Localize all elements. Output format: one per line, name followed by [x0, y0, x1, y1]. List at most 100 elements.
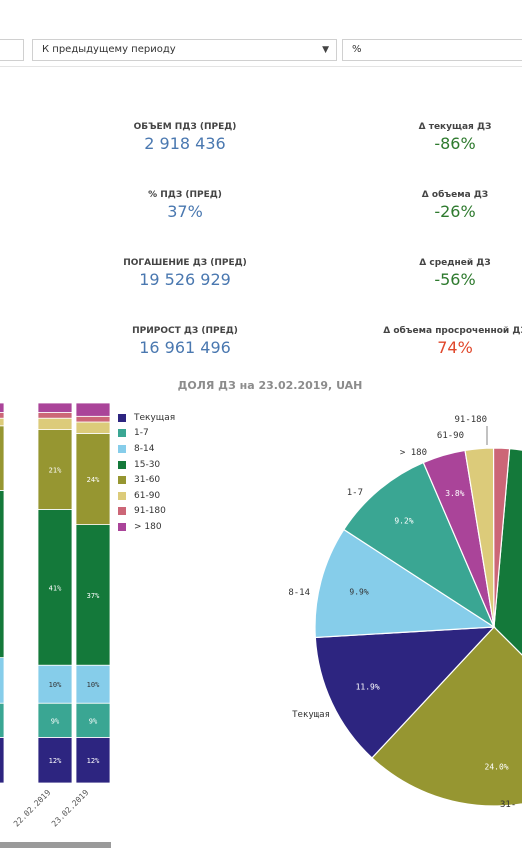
legend-swatch — [118, 507, 126, 516]
pie-data-label: 9.2% — [394, 516, 413, 525]
bar-data-label: 41% — [49, 584, 62, 592]
pie-outer-label: 31- — [500, 800, 516, 810]
divider — [0, 66, 522, 67]
pie-data-label: 3.8% — [445, 489, 464, 498]
legend-item[interactable]: 8-14 — [118, 441, 175, 457]
delta-value: -26% — [434, 202, 476, 221]
horizontal-scrollbar[interactable] — [0, 842, 111, 848]
kpi-value: 16 961 496 — [139, 338, 231, 357]
legend-swatch — [118, 413, 126, 422]
legend-swatch — [118, 429, 126, 438]
bar-data-label: 12% — [87, 757, 100, 765]
kpi-value: 19 526 929 — [139, 270, 231, 289]
legend-label: 1-7 — [134, 428, 149, 439]
kpi-growth[interactable]: ПРИРОСТ ДЗ (ПРЕД) 16 961 496 — [90, 326, 280, 357]
bar-segment[interactable] — [75, 664, 111, 704]
kpi-label: ПРИРОСТ ДЗ (ПРЕД) — [132, 326, 238, 336]
delta-overdue[interactable]: Δ объема просроченной ДЗ 74% — [375, 326, 522, 357]
kpi-percent[interactable]: % ПДЗ (ПРЕД) 37% — [90, 190, 280, 221]
chart-legend[interactable]: Текущая 1-7 8-14 15-30 31-60 61-90 91-18… — [118, 410, 175, 535]
legend-label: 61-90 — [134, 490, 161, 501]
dropdown-arrow-icon[interactable]: ▼ — [322, 45, 329, 55]
bar-segment[interactable] — [75, 524, 111, 666]
delta-label: Δ объема ДЗ — [421, 190, 489, 200]
pie-slice[interactable] — [343, 461, 496, 629]
pie-slice[interactable] — [492, 447, 511, 628]
period-dropdown-value: К предыдущему периоду — [42, 44, 176, 55]
bar-data-label: 12% — [49, 757, 62, 765]
bar-segment[interactable] — [75, 736, 111, 784]
legend-swatch — [118, 522, 126, 531]
bar-segment[interactable] — [37, 429, 73, 510]
legend-label: Текущая — [134, 412, 176, 423]
bar-segment[interactable] — [0, 702, 5, 738]
delta-label: Δ объема просроченной ДЗ — [383, 326, 522, 336]
pie-outer-label: Текущая — [292, 710, 330, 720]
pie-data-label: 11.9% — [356, 682, 380, 691]
bar-segment[interactable] — [75, 433, 111, 525]
delta-value: 74% — [437, 338, 473, 357]
pie-outer-label: 91-180 — [454, 415, 487, 425]
legend-label: 15-30 — [134, 459, 161, 470]
bar-segment[interactable] — [0, 417, 5, 427]
bar-segment[interactable] — [37, 664, 73, 704]
legend-item[interactable]: 91-180 — [118, 504, 175, 520]
delta-label: Δ средней ДЗ — [419, 258, 491, 268]
stacked-bar-chart[interactable]: 12%9%12%44%17%.201912%9%10%41%21%22.02.2… — [0, 395, 115, 850]
bar-segment[interactable] — [37, 402, 73, 413]
legend-swatch — [118, 491, 126, 500]
legend-label: 31-60 — [134, 475, 161, 486]
legend-item[interactable]: 31-60 — [118, 472, 175, 488]
legend-item[interactable]: Текущая — [118, 410, 175, 426]
unit-dropdown[interactable]: % — [342, 39, 522, 61]
legend-item[interactable]: 15-30 — [118, 457, 175, 473]
bar-segment[interactable] — [0, 412, 5, 419]
pie-data-label: 9.9% — [349, 587, 368, 596]
kpi-volume[interactable]: ОБЪЕМ ПДЗ (ПРЕД) 2 918 436 — [90, 122, 280, 153]
bar-segment[interactable] — [0, 657, 5, 704]
filter-dropdown-left[interactable] — [0, 39, 24, 61]
kpi-label: % ПДЗ (ПРЕД) — [148, 190, 222, 200]
pie-outer-label: > 180 — [400, 448, 427, 458]
delta-value: -56% — [434, 270, 476, 289]
pie-chart-title: ДОЛЯ ДЗ на 23.02.2019, UAH — [177, 379, 363, 392]
kpi-label: ОБЪЕМ ПДЗ (ПРЕД) — [133, 122, 237, 132]
kpi-value: 37% — [167, 202, 203, 221]
bar-segment[interactable] — [0, 490, 5, 658]
pie-data-label: 24.0% — [485, 763, 509, 772]
legend-item[interactable]: 61-90 — [118, 488, 175, 504]
pie-outer-label: 1-7 — [347, 488, 363, 498]
bar-data-label: 10% — [49, 681, 62, 689]
legend-swatch — [118, 476, 126, 485]
pie-outer-label: 61-90 — [437, 431, 464, 441]
kpi-value: 2 918 436 — [144, 134, 226, 153]
bar-data-label: 37% — [87, 592, 100, 600]
pie-slice[interactable] — [493, 448, 522, 754]
delta-label: Δ текущая ДЗ — [418, 122, 492, 132]
bar-segment[interactable] — [0, 736, 5, 784]
delta-average[interactable]: Δ средней ДЗ -56% — [375, 258, 522, 289]
bar-segment[interactable] — [0, 402, 5, 413]
pie-slice[interactable] — [314, 528, 496, 639]
bar-segment[interactable] — [37, 509, 73, 666]
bar-data-label: 9% — [89, 717, 98, 725]
unit-dropdown-value: % — [352, 44, 362, 55]
bar-data-label: 21% — [49, 467, 62, 475]
bar-segment[interactable] — [0, 425, 5, 491]
pie-slice[interactable] — [371, 626, 522, 807]
delta-volume[interactable]: Δ объема ДЗ -26% — [375, 190, 522, 221]
bar-segment[interactable] — [37, 736, 73, 784]
legend-item[interactable]: 1-7 — [118, 426, 175, 442]
pie-chart[interactable]: 24.0% 31- 11.9% Текущая 9.9% 8-14 9.2% 1-7 3.8% >… — [0, 395, 522, 856]
bar-segment[interactable] — [75, 402, 111, 417]
kpi-repayment[interactable]: ПОГАШЕНИЕ ДЗ (ПРЕД) 19 526 929 — [90, 258, 280, 289]
delta-value: -86% — [434, 134, 476, 153]
legend-label: 91-180 — [134, 506, 166, 517]
legend-item[interactable]: > 180 — [118, 519, 175, 535]
pie-slice[interactable] — [314, 626, 496, 759]
legend-label: > 180 — [134, 521, 162, 532]
bar-data-label: 9% — [51, 717, 60, 725]
delta-current[interactable]: Δ текущая ДЗ -86% — [375, 122, 522, 153]
period-dropdown[interactable]: К предыдущему периоду ▼ — [32, 39, 337, 61]
pie-outer-label: 8-14 — [288, 588, 310, 598]
